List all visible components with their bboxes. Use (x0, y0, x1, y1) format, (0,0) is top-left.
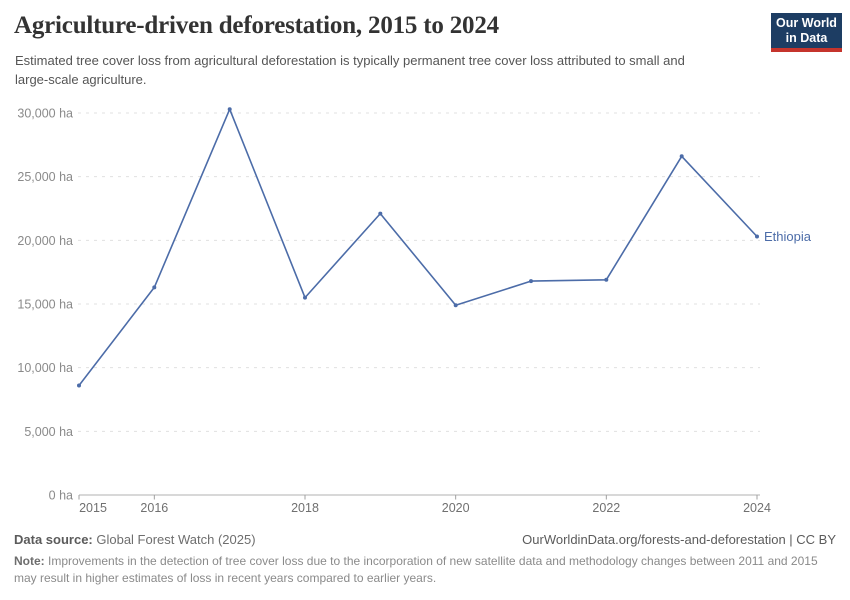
data-source: Data source: Global Forest Watch (2025) (14, 532, 256, 547)
x-axis-tick-label: 2016 (140, 501, 168, 515)
series-end-label: Ethiopia (764, 229, 812, 244)
footer-note: Note: Improvements in the detection of t… (14, 553, 834, 587)
owid-url-text: OurWorldinData.org/forests-and-deforesta… (522, 532, 836, 547)
x-axis-tick-label: 2024 (743, 501, 771, 515)
data-point (378, 211, 383, 216)
y-axis-tick-label: 30,000 ha (17, 107, 73, 121)
y-axis-tick-label: 20,000 ha (17, 234, 73, 248)
chart-title: Agriculture-driven deforestation, 2015 t… (14, 12, 499, 39)
owid-logo-line2: in Data (785, 30, 828, 45)
data-point (453, 303, 458, 308)
x-axis-tick-label: 2022 (592, 501, 620, 515)
data-point (604, 277, 609, 282)
owid-logo: Our World in Data (771, 13, 842, 52)
data-point (227, 107, 232, 112)
data-point (77, 383, 81, 388)
y-axis-tick-label: 15,000 ha (17, 298, 73, 312)
x-axis-tick-label: 2018 (291, 501, 319, 515)
data-point (755, 234, 759, 239)
chart-subtitle: Estimated tree cover loss from agricultu… (15, 53, 685, 87)
y-axis-tick-label: 5,000 ha (24, 425, 73, 439)
y-axis-tick-label: 0 ha (49, 489, 73, 503)
data-source-label: Data source: (14, 532, 93, 547)
owid-logo-line1: Our World (776, 15, 837, 30)
data-source-value: Global Forest Watch (2025) (92, 532, 256, 547)
data-point (152, 285, 157, 290)
data-point (303, 295, 307, 300)
x-axis-tick-label: 2020 (442, 501, 470, 515)
series-line-ethiopia (78, 108, 758, 387)
x-axis-tick-label: 2015 (79, 501, 107, 515)
note-label: Note: (14, 554, 45, 568)
data-point (529, 279, 533, 284)
note-text: Improvements in the detection of tree co… (14, 554, 818, 585)
y-axis-tick-label: 25,000 ha (17, 170, 73, 184)
footer-sources-row: Data source: Global Forest Watch (2025) … (14, 532, 836, 547)
data-point (679, 154, 684, 159)
y-axis-tick-label: 10,000 ha (17, 361, 73, 375)
